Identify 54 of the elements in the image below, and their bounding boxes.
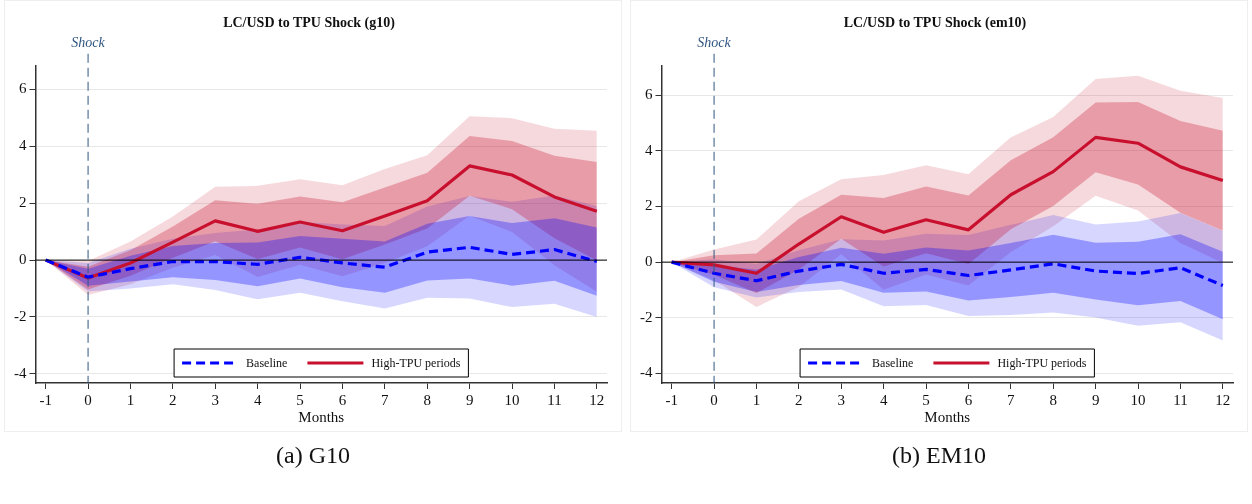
x-tick-label: 5 [922, 391, 930, 408]
legend-label: High-TPU periods [997, 356, 1087, 371]
x-tick-label: 4 [253, 391, 262, 408]
x-tick-label: 8 [1049, 391, 1057, 408]
chart-title: LC/USD to TPU Shock (em10) [843, 15, 1027, 32]
x-tick-label: 7 [381, 391, 390, 408]
x-tick-label: 3 [211, 391, 220, 408]
x-tick-label: 0 [84, 391, 92, 408]
y-tick-label: -4 [640, 364, 653, 381]
ref-line-label: Shock [697, 35, 732, 51]
x-tick-label: 1 [126, 391, 135, 408]
y-tick-label: 6 [645, 85, 653, 102]
ref-line-label: Shock [71, 35, 106, 51]
x-tick-label: 11 [547, 391, 562, 408]
x-tick-label: 8 [423, 391, 431, 408]
x-tick-label: 10 [1130, 391, 1146, 408]
x-tick-label: 6 [964, 391, 973, 408]
y-tick-label: 4 [645, 141, 653, 158]
x-tick-label: 1 [752, 391, 761, 408]
x-tick-label: 12 [1215, 391, 1231, 408]
x-axis-title: Months [298, 408, 345, 425]
x-axis-title: Months [924, 408, 971, 425]
y-tick-label: 2 [19, 194, 27, 211]
line-series [44, 245, 599, 279]
y-tick-label: 4 [19, 137, 27, 154]
x-tick-label: 5 [296, 391, 304, 408]
x-tick-label: 0 [710, 391, 718, 408]
y-tick-label: 6 [19, 80, 27, 97]
line-series [670, 260, 1225, 288]
y-tick-label: 2 [645, 197, 653, 214]
x-tick-label: 2 [169, 391, 177, 408]
y-tick-label: -2 [14, 307, 27, 324]
y-tick-label: -4 [14, 364, 27, 381]
x-tick-label: 9 [1091, 391, 1100, 408]
legend-label: Baseline [872, 356, 914, 371]
x-tick-label: 2 [795, 391, 803, 408]
x-tick-label: 7 [1007, 391, 1016, 408]
y-tick-label: 0 [19, 251, 27, 268]
legend-label: Baseline [246, 356, 288, 371]
x-tick-label: 9 [465, 391, 474, 408]
text: (b) EM10 [891, 442, 987, 469]
legend-label: High-TPU periods [371, 356, 461, 371]
x-tick-label: -1 [665, 391, 678, 408]
y-tick-label: -2 [640, 308, 653, 325]
x-tick-label: 4 [879, 391, 888, 408]
x-tick-label: -1 [39, 391, 52, 408]
x-tick-label: 6 [338, 391, 347, 408]
y-tick-label: 0 [645, 253, 653, 270]
text: (a) G10 [275, 442, 351, 469]
x-tick-label: 12 [589, 391, 605, 408]
x-tick-label: 11 [1173, 391, 1188, 408]
x-tick-label: 10 [504, 391, 520, 408]
chart-title: LC/USD to TPU Shock (g10) [223, 15, 396, 32]
x-tick-label: 3 [837, 391, 846, 408]
